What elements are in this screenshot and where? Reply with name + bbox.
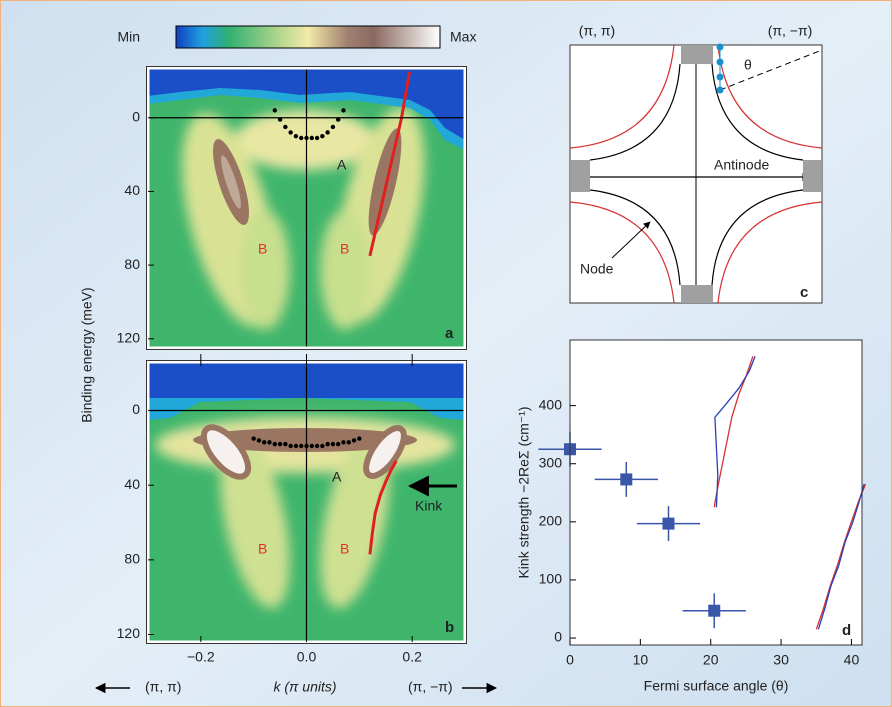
y-axis-label: Kink strength −2ReΣ (cm⁻¹) bbox=[516, 406, 532, 578]
point bbox=[351, 438, 357, 443]
point bbox=[336, 117, 341, 122]
plot-frame bbox=[146, 66, 467, 350]
annotation: B bbox=[258, 241, 267, 257]
point bbox=[272, 108, 277, 113]
point bbox=[299, 443, 304, 449]
x-tick-label: 10 bbox=[633, 652, 649, 668]
point bbox=[662, 517, 675, 530]
point bbox=[309, 443, 314, 449]
y-tick-label: 80 bbox=[124, 256, 140, 272]
antinode-label: Antinode bbox=[714, 157, 769, 173]
x-tick-label: 40 bbox=[844, 652, 860, 668]
point bbox=[288, 130, 293, 135]
point bbox=[288, 443, 293, 449]
series-line bbox=[368, 71, 411, 257]
point bbox=[341, 108, 346, 113]
y-tick-label: 40 bbox=[124, 476, 140, 492]
plot-frame bbox=[569, 339, 863, 646]
x-tick-label: 0 bbox=[566, 652, 574, 668]
point bbox=[314, 443, 320, 449]
series-line bbox=[714, 356, 756, 508]
point bbox=[708, 604, 721, 617]
x-axis-label: k (π units) bbox=[273, 679, 336, 695]
point bbox=[330, 441, 336, 447]
series-line bbox=[815, 483, 867, 630]
y-tick-label: 0 bbox=[554, 629, 562, 645]
colorbar-max: Max bbox=[450, 29, 476, 45]
point bbox=[314, 135, 320, 141]
y-tick-label: 100 bbox=[539, 571, 563, 587]
plot-area bbox=[570, 340, 862, 645]
y-tick-label: 200 bbox=[539, 513, 563, 529]
y-tick-label: 120 bbox=[117, 625, 141, 641]
y-tick-label: 0 bbox=[132, 108, 140, 124]
fermi-surface-diagram bbox=[569, 43, 823, 304]
corner-label: (π, −π) bbox=[768, 23, 813, 39]
colorbar bbox=[175, 25, 441, 49]
point bbox=[325, 441, 330, 447]
y-axis-label: Binding energy (meV) bbox=[79, 287, 95, 422]
y-tick-label: 0 bbox=[132, 401, 140, 417]
y-tick-label: 400 bbox=[539, 396, 563, 412]
point bbox=[320, 443, 325, 449]
panel-label: d bbox=[842, 622, 851, 639]
series-line bbox=[368, 460, 398, 555]
point bbox=[277, 441, 283, 447]
angle-label: θ bbox=[744, 57, 752, 73]
x-tick-label: 30 bbox=[773, 652, 789, 668]
y-tick-label: 120 bbox=[117, 329, 141, 345]
point bbox=[336, 441, 341, 447]
point bbox=[251, 436, 256, 441]
y-tick-label: 40 bbox=[124, 182, 140, 198]
x-tick-label: 0.0 bbox=[297, 649, 317, 665]
point bbox=[256, 438, 262, 443]
point bbox=[299, 135, 304, 141]
x-tick-label: 20 bbox=[703, 652, 719, 668]
annotation: B bbox=[340, 541, 349, 557]
annotation: Kink bbox=[415, 498, 443, 514]
k-right-label: (π, −π) bbox=[408, 679, 453, 695]
point bbox=[620, 473, 633, 486]
point bbox=[283, 441, 288, 447]
point bbox=[272, 441, 277, 447]
y-tick-label: 80 bbox=[124, 551, 140, 567]
point bbox=[277, 117, 283, 122]
x-tick-label: 0.2 bbox=[402, 649, 422, 665]
point bbox=[346, 440, 351, 445]
point bbox=[357, 436, 362, 441]
x-axis-label: Fermi surface angle (θ) bbox=[644, 678, 789, 694]
point bbox=[341, 440, 346, 445]
point bbox=[320, 133, 325, 139]
point bbox=[267, 440, 272, 445]
point bbox=[330, 124, 336, 130]
annotation: B bbox=[258, 541, 267, 557]
corner-label: (π, π) bbox=[579, 23, 615, 39]
point bbox=[293, 443, 299, 449]
point bbox=[262, 440, 267, 445]
colorbar-min: Min bbox=[117, 29, 140, 45]
plot-frame bbox=[146, 66, 467, 350]
panel-label: a bbox=[445, 325, 454, 342]
panel-label: b bbox=[445, 619, 454, 636]
annotation: A bbox=[337, 157, 347, 173]
x-tick-label: −0.2 bbox=[187, 649, 215, 665]
point bbox=[309, 135, 314, 141]
panel-label: c bbox=[800, 284, 808, 301]
y-tick-label: 300 bbox=[539, 454, 563, 470]
point bbox=[283, 124, 288, 130]
annotation: B bbox=[340, 241, 349, 257]
k-left-label: (π, π) bbox=[145, 679, 181, 695]
annotation: A bbox=[332, 469, 342, 485]
point bbox=[325, 130, 330, 135]
series-line bbox=[817, 483, 865, 630]
node-label: Node bbox=[580, 261, 614, 277]
point bbox=[293, 133, 299, 139]
